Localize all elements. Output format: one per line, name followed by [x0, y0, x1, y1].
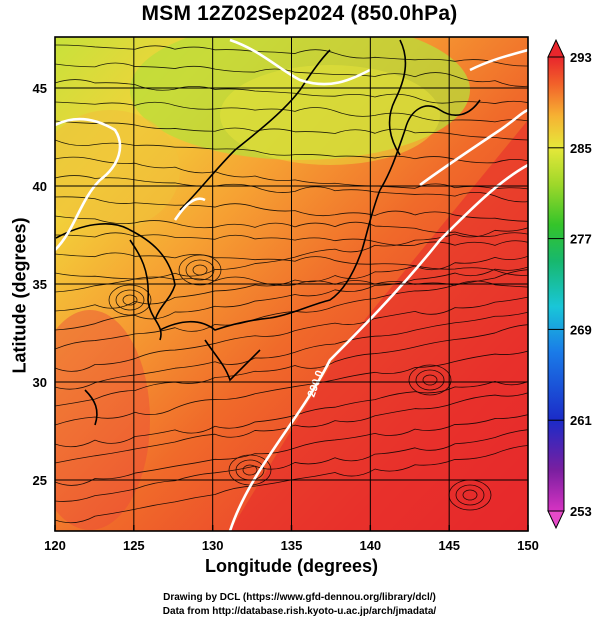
y-tick-label: 45	[33, 81, 47, 96]
map-title: MSM 12Z02Sep2024 (850.0hPa)	[141, 2, 458, 25]
x-tick-label: 125	[123, 538, 145, 553]
colorbar-max-arrow	[547, 38, 565, 58]
streamline	[55, 120, 528, 141]
circulation-eddy	[422, 374, 438, 386]
y-tick-label: 40	[33, 179, 47, 194]
circulation-eddy	[122, 294, 138, 306]
colorbar: 293 285 277 269 261 253	[547, 38, 592, 530]
colorbar-tick-label: 261	[570, 413, 592, 428]
colorbar-tick-label: 277	[570, 232, 592, 247]
x-tick-label: 120	[44, 538, 66, 553]
circulation-eddy	[108, 284, 152, 316]
colorbar-tick-label: 285	[570, 141, 592, 156]
streamline	[55, 156, 528, 190]
circulation-eddy	[178, 254, 222, 286]
y-tick-label: 25	[33, 473, 47, 488]
streamline	[55, 252, 528, 276]
x-axis-ticks: 120 125 130 135 140 145 150	[44, 525, 539, 553]
credit-drawing: Drawing by DCL (https://www.gfd-dennou.o…	[163, 592, 436, 603]
y-tick-label: 30	[33, 375, 47, 390]
streamline	[55, 311, 528, 390]
temperature-contours	[55, 38, 528, 531]
colorbar-min-arrow	[547, 510, 565, 530]
streamline	[55, 392, 528, 464]
streamline	[55, 196, 528, 222]
streamline	[55, 445, 528, 524]
streamline	[55, 101, 528, 123]
streamline	[55, 44, 528, 67]
streamline	[55, 227, 528, 293]
x-tick-label: 150	[517, 538, 539, 553]
x-tick-label: 135	[281, 538, 303, 553]
x-tick-label: 140	[359, 538, 381, 553]
circulation-eddy	[192, 264, 208, 276]
circulation-eddy	[185, 259, 215, 281]
colorbar-tick-label: 253	[570, 504, 592, 519]
x-axis-label: Longitude (degrees)	[204, 556, 378, 576]
y-tick-label: 35	[33, 277, 47, 292]
wind-streamlines	[55, 44, 528, 524]
streamline	[55, 296, 528, 372]
circulation-eddy	[408, 364, 452, 396]
streamline	[55, 175, 528, 203]
streamline	[55, 266, 528, 331]
circulation-eddy	[462, 489, 478, 501]
temperature-field: 290.0	[55, 37, 528, 531]
streamline	[55, 414, 528, 486]
colorbar-tick-label: 293	[570, 50, 592, 65]
credit-data: Data from http://database.rish.kyoto-u.a…	[162, 606, 437, 617]
circulation-eddy	[242, 464, 258, 476]
colorbar-ticks: 293 285 277 269 261 253	[548, 50, 592, 519]
colorbar-tick-label: 269	[570, 322, 592, 337]
circulation-eddy	[455, 484, 485, 506]
circulation-eddy	[115, 289, 145, 311]
streamline	[55, 255, 528, 312]
streamline	[55, 232, 528, 246]
streamline	[55, 79, 528, 104]
x-tick-label: 145	[438, 538, 460, 553]
streamline	[55, 62, 528, 87]
colorbar-gradient	[547, 56, 565, 512]
lat-lon-grid	[55, 37, 528, 531]
streamline	[55, 215, 528, 237]
streamline	[55, 429, 528, 502]
streamline	[55, 324, 528, 407]
x-tick-label: 130	[202, 538, 224, 553]
coastlines	[55, 39, 481, 426]
y-axis-ticks: 25 30 35 40 45	[33, 81, 47, 488]
streamline	[55, 269, 528, 350]
circulation-eddy	[415, 369, 445, 391]
streamline	[55, 350, 528, 426]
